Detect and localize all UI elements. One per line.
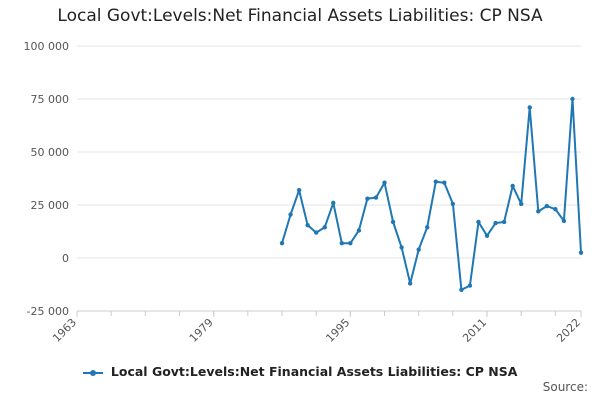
data-point	[510, 183, 515, 189]
data-point	[322, 225, 327, 230]
data-point	[544, 203, 550, 209]
data-point	[467, 283, 473, 288]
series-line	[281, 98, 582, 291]
y-tick-label: 25 000	[31, 199, 70, 212]
data-point	[527, 105, 532, 110]
data-point	[288, 212, 293, 217]
chart-title: Local Govt:Levels:Net Financial Assets L…	[57, 6, 543, 26]
data-point	[305, 222, 310, 228]
legend-swatch	[82, 368, 103, 378]
source-label[interactable]: Source:	[542, 380, 588, 394]
data-point	[536, 209, 541, 214]
data-point	[365, 196, 370, 201]
data-point	[484, 233, 490, 238]
data-point	[339, 240, 345, 246]
grid-lines	[77, 45, 581, 312]
data-point	[373, 195, 379, 200]
data-point	[331, 200, 336, 206]
x-tick-label: 1979	[187, 316, 216, 345]
data-point	[450, 201, 456, 207]
y-tick-label: 50 000	[31, 146, 70, 159]
data-point	[416, 247, 421, 252]
data-point	[459, 287, 464, 292]
data-point	[570, 96, 575, 102]
y-tick-label: 0	[62, 252, 69, 265]
data-point	[501, 219, 507, 225]
y-tick-label: 100 000	[24, 40, 70, 53]
data-point	[553, 207, 558, 212]
data-point	[578, 250, 584, 255]
data-point	[425, 225, 430, 230]
legend[interactable]: Local Govt:Levels:Net Financial Assets L…	[0, 364, 600, 379]
series-layer	[279, 96, 584, 292]
data-point	[296, 187, 302, 193]
data-point	[382, 180, 387, 185]
data-point	[442, 180, 447, 185]
data-point	[433, 179, 438, 184]
data-point	[399, 245, 404, 250]
data-point	[390, 219, 396, 225]
x-tick-label: 1963	[50, 316, 79, 345]
data-point	[476, 219, 481, 225]
data-point	[356, 228, 362, 233]
data-point	[313, 230, 319, 235]
y-tick-label: 75 000	[31, 93, 70, 106]
legend-label: Local Govt:Levels:Net Financial Assets L…	[110, 364, 518, 379]
data-point	[493, 220, 498, 226]
x-axis: 1963 1979 1995 2011 2022	[50, 310, 583, 345]
y-axis-tick-labels: -25 000 0 25 000 50 000 75 000 100 000	[24, 40, 70, 318]
x-tick-label: 2022	[554, 316, 583, 345]
data-point	[279, 240, 285, 246]
data-point	[561, 218, 567, 224]
data-point	[348, 240, 353, 246]
data-point	[519, 201, 524, 207]
x-tick-label: 1995	[323, 316, 352, 345]
y-tick-label: -25 000	[27, 305, 69, 318]
x-tick-label: 2011	[460, 316, 489, 345]
data-point	[407, 281, 413, 286]
